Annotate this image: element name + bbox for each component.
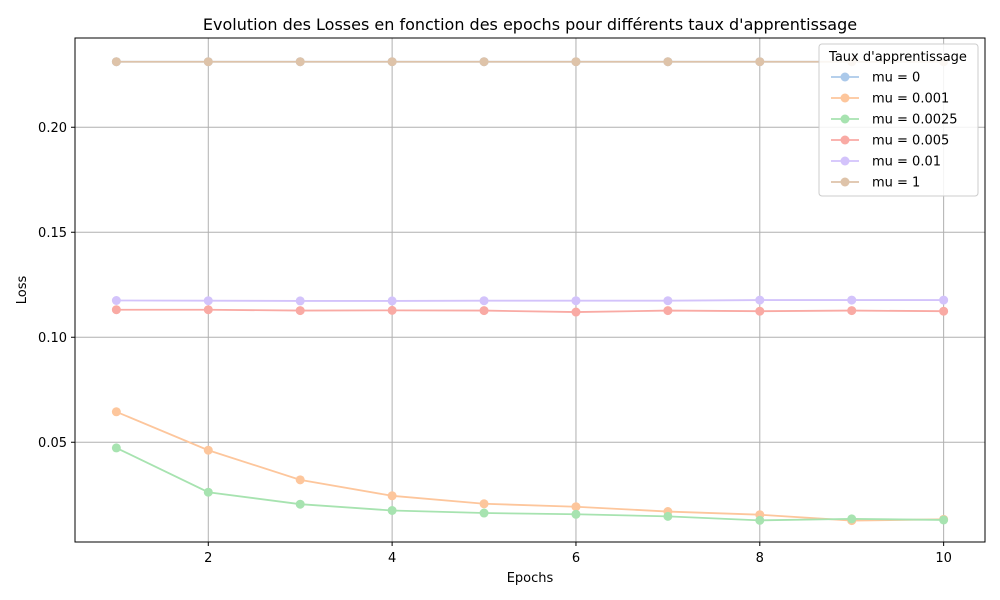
data-point xyxy=(295,57,305,67)
x-tick-label: 4 xyxy=(388,551,396,566)
series-3 xyxy=(111,443,949,525)
data-point xyxy=(203,487,213,497)
data-point xyxy=(847,295,857,305)
data-point xyxy=(111,296,121,305)
legend-label: mu = 0.01 xyxy=(872,155,941,170)
data-point xyxy=(755,515,765,525)
legend-marker xyxy=(840,156,850,166)
series-line xyxy=(116,308,944,313)
legend-marker xyxy=(840,135,850,145)
data-point xyxy=(479,296,489,306)
chart-title: Evolution des Losses en fonction des epo… xyxy=(203,15,857,34)
x-tick-label: 2 xyxy=(204,551,212,566)
legend: Taux d'apprentissage mu = 0mu = 0.001mu … xyxy=(818,43,979,197)
data-point xyxy=(111,57,121,67)
data-point xyxy=(663,511,673,521)
legend-marker xyxy=(840,72,850,82)
data-point xyxy=(663,306,673,316)
data-point xyxy=(295,475,305,485)
y-tick-label: 0.05 xyxy=(38,436,67,451)
legend-item: mu = 0.005 xyxy=(831,134,949,149)
data-point xyxy=(479,508,489,518)
legend-label: mu = 1 xyxy=(872,176,920,191)
series-line xyxy=(116,410,944,522)
data-point xyxy=(939,515,949,525)
plot-area-frame xyxy=(74,37,986,543)
x-axis-label: Epochs xyxy=(507,571,554,586)
data-point xyxy=(295,306,305,316)
data-point xyxy=(479,57,489,67)
data-point xyxy=(203,57,213,67)
x-tick-label: 10 xyxy=(935,551,952,566)
data-point xyxy=(295,499,305,509)
legend-marker xyxy=(840,114,850,124)
data-point xyxy=(387,57,397,67)
data-point xyxy=(755,295,765,305)
data-point xyxy=(111,305,121,315)
legend-item: mu = 1 xyxy=(831,176,920,191)
series-line xyxy=(115,447,944,522)
y-tick-label: 0.15 xyxy=(38,226,67,241)
data-point xyxy=(203,305,213,315)
data-point xyxy=(663,57,673,67)
data-point xyxy=(111,407,121,417)
legend-box xyxy=(818,43,979,197)
data-point xyxy=(387,305,397,315)
data-point xyxy=(939,306,949,316)
data-point xyxy=(571,307,581,317)
legend-label: mu = 0.001 xyxy=(872,92,949,107)
data-point xyxy=(663,296,673,306)
y-tick-label: 0.20 xyxy=(38,121,67,136)
data-point xyxy=(479,306,489,316)
legend-title: Taux d'apprentissage xyxy=(828,50,967,65)
x-tick-label: 6 xyxy=(572,551,580,566)
legend-marker xyxy=(840,93,850,103)
data-point xyxy=(295,296,305,306)
data-point xyxy=(203,445,213,455)
data-point xyxy=(387,506,397,515)
axis-ticks: 2 4 6 8 10 0.05 0.10 0.15 0.20 xyxy=(38,121,952,566)
data-point xyxy=(387,491,397,501)
data-point xyxy=(571,502,581,512)
y-axis-label: Loss xyxy=(15,276,30,305)
data-point xyxy=(111,443,121,453)
legend-item: mu = 0 xyxy=(831,71,920,86)
data-point xyxy=(847,306,857,316)
legend-items: mu = 0 mu = 0.001 mu = 0.0025 mu = 0.005 mu … xyxy=(831,71,958,191)
legend-marker xyxy=(840,177,850,187)
data-point xyxy=(203,296,213,306)
data-point xyxy=(939,295,949,305)
data-point xyxy=(479,499,489,509)
legend-item: mu = 0.001 xyxy=(831,92,949,107)
data-point xyxy=(755,57,765,67)
y-tick-label: 0.10 xyxy=(38,331,67,346)
legend-item: mu = 0.01 xyxy=(831,155,941,170)
series-line xyxy=(116,299,944,302)
series-5 xyxy=(111,295,949,306)
data-point xyxy=(387,296,397,306)
legend-label: mu = 0.0025 xyxy=(872,113,958,128)
legend-item: mu = 0.0025 xyxy=(831,113,958,128)
data-point xyxy=(755,306,765,316)
data-point xyxy=(847,514,857,524)
data-point xyxy=(571,57,581,67)
series-4 xyxy=(111,305,949,317)
legend-label: mu = 0.005 xyxy=(872,134,949,149)
legend-label: mu = 0 xyxy=(872,71,920,86)
x-tick-label: 8 xyxy=(756,551,764,566)
data-point xyxy=(571,296,581,306)
data-point xyxy=(571,509,581,519)
